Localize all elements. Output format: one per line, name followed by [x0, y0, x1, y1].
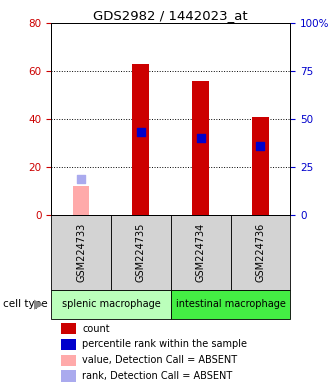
Bar — [51, 290, 171, 319]
Text: GSM224735: GSM224735 — [136, 223, 146, 282]
Bar — [171, 215, 231, 290]
Bar — [192, 81, 209, 215]
Text: intestinal macrophage: intestinal macrophage — [176, 299, 285, 310]
Text: ▶: ▶ — [34, 298, 44, 311]
Bar — [61, 323, 76, 334]
Text: GSM224733: GSM224733 — [76, 223, 86, 282]
Bar — [171, 290, 290, 319]
Bar — [61, 354, 76, 366]
Bar — [252, 117, 269, 215]
Text: percentile rank within the sample: percentile rank within the sample — [82, 339, 247, 349]
Text: splenic macrophage: splenic macrophage — [62, 299, 160, 310]
Bar — [51, 215, 111, 290]
Text: rank, Detection Call = ABSENT: rank, Detection Call = ABSENT — [82, 371, 233, 381]
Title: GDS2982 / 1442023_at: GDS2982 / 1442023_at — [93, 9, 248, 22]
Bar — [231, 215, 290, 290]
Text: count: count — [82, 324, 110, 334]
Point — [138, 129, 144, 136]
Text: GSM224736: GSM224736 — [255, 223, 266, 282]
Bar — [61, 339, 76, 350]
Bar — [61, 371, 76, 382]
Point — [79, 175, 84, 182]
Point — [258, 143, 263, 149]
Point — [198, 135, 203, 141]
Text: GSM224734: GSM224734 — [196, 223, 206, 282]
Text: value, Detection Call = ABSENT: value, Detection Call = ABSENT — [82, 355, 237, 365]
Bar — [73, 186, 89, 215]
Bar — [132, 64, 149, 215]
Text: cell type: cell type — [3, 299, 48, 310]
Bar — [111, 215, 171, 290]
